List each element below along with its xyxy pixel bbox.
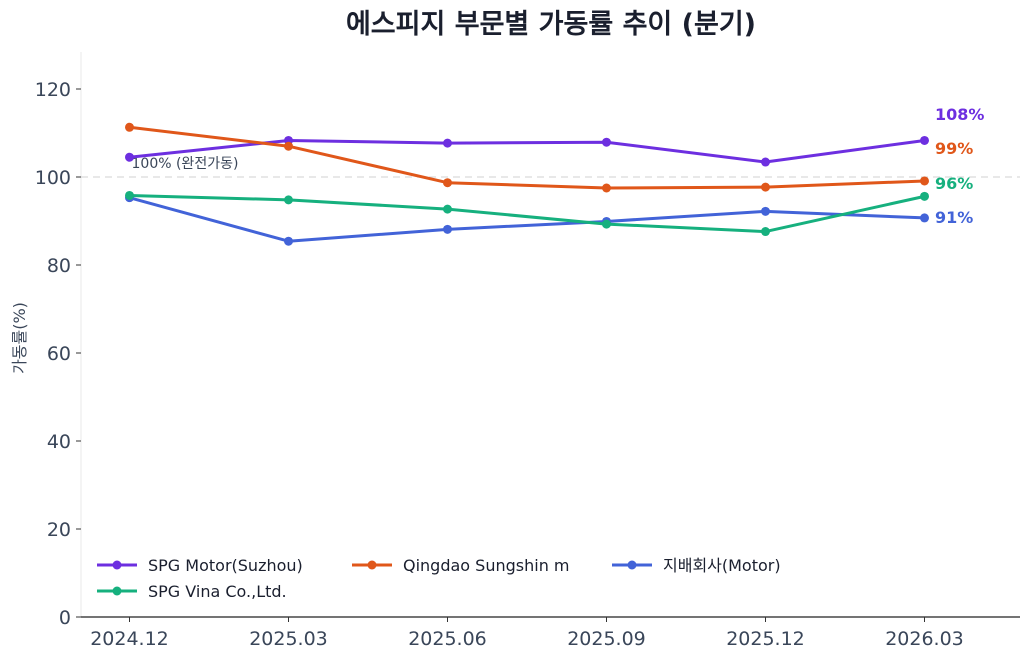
x-tick-label: 2026.03 bbox=[885, 628, 964, 650]
data-point bbox=[443, 178, 452, 188]
data-point bbox=[602, 183, 611, 193]
y-tick-label: 80 bbox=[47, 255, 71, 277]
series-line-0 bbox=[129, 138, 925, 164]
data-point bbox=[602, 219, 611, 229]
data-point bbox=[920, 213, 929, 223]
x-tick-label: 2025.12 bbox=[726, 628, 805, 650]
legend-label: SPG Vina Co.,Ltd. bbox=[148, 582, 287, 601]
data-point bbox=[443, 204, 452, 214]
x-tick-label: 2025.09 bbox=[567, 628, 646, 650]
series-group bbox=[125, 122, 929, 246]
series-line-2 bbox=[129, 196, 925, 243]
end-value-label: 91% bbox=[935, 208, 973, 227]
data-point bbox=[443, 138, 452, 148]
chart-title: 에스피지 부문별 가동률 추이 (분기) bbox=[346, 9, 756, 40]
series-line-3 bbox=[129, 193, 925, 234]
data-point bbox=[125, 190, 134, 200]
y-tick-label: 60 bbox=[47, 343, 71, 365]
data-point bbox=[920, 176, 929, 186]
legend-swatch-marker bbox=[112, 586, 122, 596]
x-tick-label: 2025.06 bbox=[408, 628, 487, 650]
legend: SPG Motor(Suzhou) Qingdao Sungshin m 지배회사(… bbox=[97, 556, 781, 601]
legend-label: Qingdao Sungshin m bbox=[403, 556, 570, 575]
reference-line-group: 100% (완전가동) bbox=[81, 156, 1020, 178]
end-value-label: 108% bbox=[935, 105, 984, 124]
legend-swatch-marker bbox=[627, 560, 637, 570]
legend-swatch-marker bbox=[367, 560, 377, 570]
data-point bbox=[920, 191, 929, 201]
data-point bbox=[920, 135, 929, 145]
legend-label: 지배회사(Motor) bbox=[663, 556, 781, 575]
data-point bbox=[761, 227, 770, 237]
data-point bbox=[284, 141, 293, 151]
y-tick-label: 120 bbox=[35, 79, 71, 101]
legend-swatch-marker bbox=[112, 560, 122, 570]
x-tick-label: 2024.12 bbox=[90, 628, 169, 650]
data-point bbox=[284, 236, 293, 246]
legend-label: SPG Motor(Suzhou) bbox=[148, 556, 303, 575]
y-tick-label: 0 bbox=[59, 607, 71, 629]
axis-ticks: 0 20 40 60 80 100 120 2024.12 2025.03 2025.06 2025… bbox=[35, 79, 964, 650]
y-tick-label: 20 bbox=[47, 519, 71, 541]
data-point bbox=[443, 224, 452, 234]
data-point bbox=[125, 122, 134, 132]
data-point bbox=[761, 206, 770, 216]
data-point bbox=[602, 137, 611, 147]
x-tick-label: 2025.03 bbox=[249, 628, 328, 650]
series-line-1 bbox=[129, 125, 925, 190]
data-point bbox=[284, 195, 293, 205]
y-tick-label: 40 bbox=[47, 431, 71, 453]
data-point bbox=[761, 182, 770, 192]
end-labels: 108% 99% 91% 96% bbox=[935, 105, 984, 227]
reference-line-label: 100% (완전가동) bbox=[132, 156, 239, 172]
data-point bbox=[761, 157, 770, 167]
end-value-label: 96% bbox=[935, 174, 973, 193]
y-tick-label: 100 bbox=[35, 167, 71, 189]
data-point bbox=[125, 152, 134, 162]
end-value-label: 99% bbox=[935, 139, 973, 158]
y-axis-label: 가동률(%) bbox=[10, 302, 29, 374]
